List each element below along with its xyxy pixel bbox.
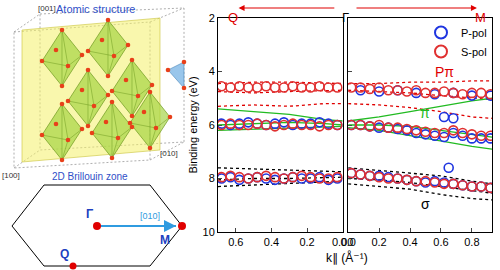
svg-text:0.8: 0.8: [464, 236, 479, 248]
svg-text:σ: σ: [421, 196, 430, 212]
svg-text:S-pol: S-pol: [461, 46, 487, 58]
svg-text:Binding energy (eV): Binding energy (eV): [187, 76, 199, 173]
svg-text:Q: Q: [228, 10, 238, 25]
svg-text:0.00: 0.00: [332, 236, 353, 248]
svg-text:0.0: 0.0: [341, 236, 356, 248]
svg-text:[010]: [010]: [140, 211, 160, 221]
svg-text:Pπ: Pπ: [435, 64, 454, 80]
svg-text:P-pol: P-pol: [461, 27, 487, 39]
svg-text:Atomic structure: Atomic structure: [56, 3, 135, 15]
svg-text:M: M: [475, 10, 486, 25]
svg-text:[001]: [001]: [38, 4, 56, 13]
svg-text:6: 6: [209, 119, 215, 131]
svg-text:2D Brillouin zone: 2D Brillouin zone: [52, 171, 128, 182]
svg-text:Q: Q: [60, 247, 69, 261]
svg-text:0.4: 0.4: [402, 236, 417, 248]
svg-text:k∥ (Å⁻¹): k∥ (Å⁻¹): [326, 250, 368, 265]
svg-text:M: M: [160, 233, 170, 247]
svg-text:0.6: 0.6: [228, 236, 243, 248]
svg-text:4: 4: [209, 65, 215, 77]
svg-text:Γ: Γ: [86, 207, 94, 221]
svg-text:Γ: Γ: [342, 10, 349, 25]
svg-text:[010]: [010]: [160, 149, 178, 158]
svg-text:0.2: 0.2: [299, 236, 314, 248]
svg-text:2: 2: [209, 12, 215, 24]
svg-text:0.4: 0.4: [264, 236, 279, 248]
svg-text:[100]: [100]: [2, 171, 20, 180]
svg-text:10: 10: [203, 226, 215, 238]
svg-text:π: π: [420, 105, 430, 121]
svg-text:0.6: 0.6: [433, 236, 448, 248]
svg-text:8: 8: [209, 172, 215, 184]
svg-text:0.2: 0.2: [371, 236, 386, 248]
